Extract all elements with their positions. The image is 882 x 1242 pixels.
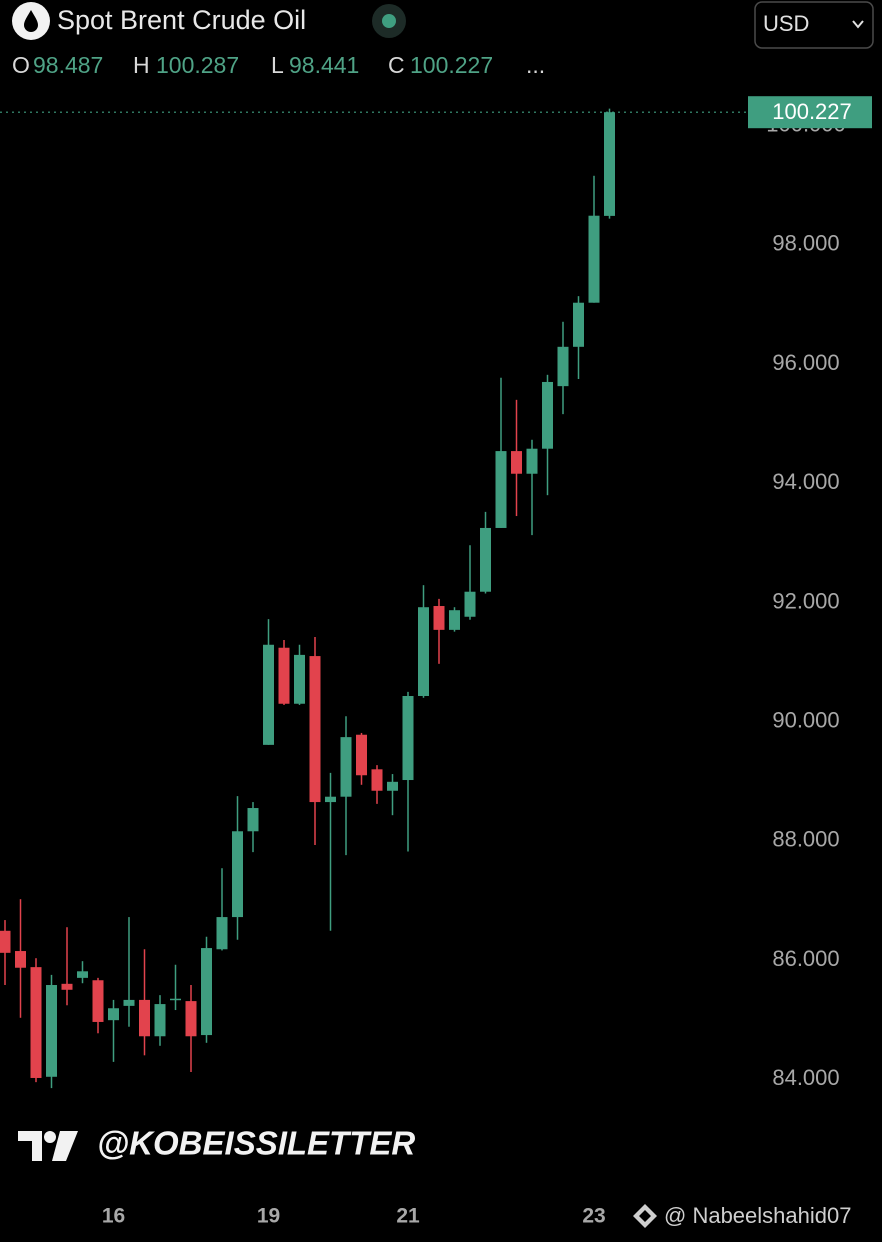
status-dot: [382, 14, 396, 28]
candle-body: [340, 737, 352, 797]
candle-body: [185, 1001, 197, 1037]
candle-body: [294, 654, 305, 704]
author-watermark: @ Nabeelshahid07: [664, 1203, 851, 1228]
ohlc-value: 100.227: [410, 52, 493, 78]
ohlc-label: O: [12, 52, 30, 78]
plot-area: 84.000 86.000 88.000 90.000 92.000 94.000 96.0…: [0, 96, 872, 1228]
y-tick-label: 90.000: [772, 707, 839, 732]
logo-part: [44, 1131, 56, 1143]
candle-body: [15, 951, 26, 968]
candle-body: [542, 381, 553, 449]
x-tick-label: 16: [102, 1205, 125, 1228]
candle-body: [0, 930, 11, 953]
y-tick-label: 96.000: [772, 350, 839, 375]
candle-body: [278, 647, 290, 704]
ohlc-value: 100.287: [156, 52, 239, 78]
logo-part: [52, 1131, 78, 1161]
candle-body: [604, 112, 615, 216]
candle-body: [154, 1004, 166, 1037]
x-tick-label: 19: [257, 1205, 280, 1228]
candle-body: [480, 527, 491, 592]
candle-body: [387, 781, 398, 791]
y-tick-label: 98.000: [772, 231, 839, 256]
candle-body: [232, 831, 243, 918]
candle-body: [449, 610, 460, 630]
last-price-box: [748, 96, 872, 129]
candle-body: [573, 302, 584, 347]
chevron: [852, 20, 864, 29]
candle-body: [402, 696, 414, 781]
candle-body: [464, 591, 476, 617]
author-icon: [633, 1204, 657, 1228]
candle-body: [418, 607, 429, 697]
candle-body: [92, 980, 104, 1022]
candle-body: [263, 644, 274, 745]
candle-body: [30, 967, 42, 1078]
candle-body: [433, 606, 445, 630]
y-tick-label: 92.000: [772, 588, 839, 613]
candle-body: [46, 985, 57, 1077]
candle-body: [588, 215, 600, 303]
ohlc-value: 98.441: [289, 52, 359, 78]
oil-drop: [24, 10, 38, 32]
candle-body: [526, 448, 538, 474]
candle-body: [325, 796, 336, 803]
x-tick-label: 21: [396, 1205, 420, 1228]
more-button[interactable]: ...: [526, 52, 545, 78]
last-price-label: 100.227: [772, 99, 852, 124]
x-tick-label: 23: [582, 1205, 605, 1228]
candle-body: [77, 971, 88, 978]
candle-body: [123, 999, 135, 1006]
brand-watermark: @KOBEISSILETTER: [97, 1125, 415, 1162]
candle-body: [309, 656, 321, 803]
tv-logo: [18, 1131, 78, 1161]
ohlc-label: L: [271, 52, 284, 78]
ohlc-label: C: [388, 52, 405, 78]
logo-part: [18, 1131, 42, 1161]
candle-body: [557, 346, 569, 387]
ohlc-label: H: [133, 52, 150, 78]
candle-body: [247, 808, 259, 832]
candle-body: [356, 734, 367, 776]
candle-body: [371, 769, 383, 791]
dropdown-box[interactable]: [754, 1, 874, 49]
chart-title: Spot Brent Crude Oil: [57, 5, 306, 35]
candle-body: [495, 451, 507, 528]
candle-body: [139, 999, 150, 1037]
candle-body: [170, 998, 181, 1001]
ohlc-value: 98.487: [33, 52, 103, 78]
candle-body: [108, 1008, 119, 1021]
candle-body: [216, 917, 228, 950]
candle-body: [201, 948, 212, 1036]
y-tick-label: 84.000: [772, 1065, 839, 1090]
candle-body: [61, 983, 73, 990]
y-tick-label: 88.000: [772, 827, 839, 852]
currency-dropdown[interactable]: USD: [754, 1, 874, 49]
y-tick-label: 86.000: [772, 946, 839, 971]
y-tick-label: 94.000: [772, 469, 839, 494]
currency-label[interactable]: USD: [763, 11, 809, 36]
candle-body: [511, 451, 522, 474]
